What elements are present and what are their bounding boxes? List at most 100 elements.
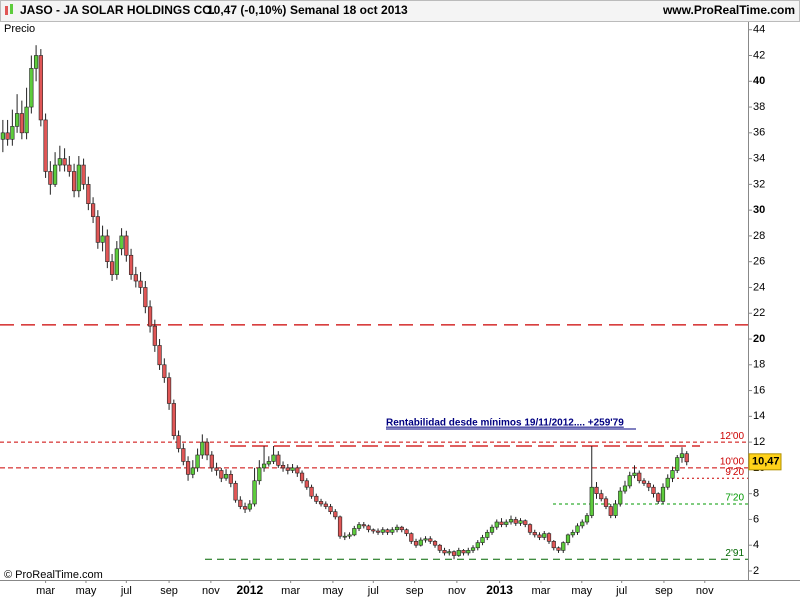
x-tick-label: nov	[448, 585, 466, 597]
candle-body	[280, 465, 286, 469]
candle-body	[632, 472, 637, 476]
candle-body	[228, 474, 233, 484]
x-tick-label: nov	[202, 585, 220, 597]
candle-body	[542, 533, 547, 538]
candle-body	[660, 486, 666, 502]
candle-body	[295, 467, 300, 474]
candle-body	[456, 550, 461, 556]
candle-body	[304, 480, 309, 488]
candle-body	[504, 521, 509, 525]
candle-body	[181, 448, 186, 462]
candle-body	[38, 55, 43, 121]
level-label: 7'20	[725, 493, 744, 504]
quote: 10,47 (-0,10%)	[207, 3, 286, 17]
y-axis-label: Precio	[4, 23, 35, 35]
candle-body	[489, 526, 495, 533]
candle-body	[565, 534, 571, 543]
candle-body	[485, 532, 490, 538]
y-tick-label: 2	[753, 565, 759, 577]
candle-body	[242, 506, 248, 510]
x-tick-label: nov	[696, 585, 714, 597]
copyright: © ProRealTime.com	[4, 569, 103, 581]
candle-body	[584, 515, 590, 523]
candle-body	[404, 529, 409, 534]
candle-body	[147, 306, 153, 327]
candle-body	[451, 551, 457, 556]
candle-body	[138, 280, 143, 288]
x-tick-label: sep	[406, 585, 424, 597]
candle-body	[105, 235, 110, 262]
y-tick-label: 8	[753, 488, 759, 500]
x-tick-label: mar	[531, 585, 550, 597]
candle-body	[461, 550, 466, 554]
y-tick-label: 30	[753, 204, 765, 216]
level-label: 9'20	[725, 467, 744, 478]
y-tick-label: 34	[753, 153, 765, 165]
candle-body	[613, 503, 618, 516]
candle-body	[670, 470, 675, 479]
candle-body	[352, 528, 357, 536]
candle-body	[266, 461, 271, 465]
candle-body	[238, 499, 243, 507]
candle-body	[556, 547, 561, 551]
date: 18 oct 2013	[343, 3, 408, 17]
candle-body	[337, 516, 343, 537]
candle-body	[442, 550, 447, 554]
candle-body	[646, 483, 651, 488]
candle-body	[209, 454, 214, 469]
ticker: JASO - JA SOLAR HOLDINGS CO.	[20, 3, 215, 17]
candle-body	[466, 550, 471, 554]
candle-body	[603, 498, 609, 507]
candle-body	[52, 164, 58, 185]
candle-body	[470, 547, 476, 551]
candle-body	[409, 533, 414, 542]
candle-body	[561, 542, 566, 551]
x-tick-label: jul	[615, 585, 627, 597]
candle-body	[656, 493, 661, 502]
candle-body	[532, 532, 537, 536]
candle-body	[86, 184, 91, 205]
candle-body	[29, 68, 34, 108]
header-icon	[5, 4, 13, 15]
candle-body	[575, 525, 580, 533]
y-tick-label: 6	[753, 513, 759, 525]
candle-body	[119, 235, 124, 250]
site: www.ProRealTime.com	[662, 3, 795, 17]
candle-body	[71, 171, 77, 192]
candle-body	[33, 55, 39, 69]
candle-body	[499, 521, 504, 525]
y-tick-label: 22	[753, 307, 765, 319]
candle-body	[413, 541, 419, 546]
y-tick-label: 40	[753, 75, 765, 87]
candle-body	[200, 441, 205, 456]
x-tick-label: 2012	[236, 583, 263, 597]
candle-body	[385, 529, 390, 533]
candle-body	[48, 171, 53, 185]
candle-body	[675, 457, 680, 471]
candle-body	[679, 453, 685, 458]
candle-body	[618, 490, 623, 505]
y-tick-label: 18	[753, 359, 765, 371]
y-tick-label: 44	[753, 24, 765, 36]
candle-body	[157, 345, 162, 366]
candle-body	[271, 454, 276, 462]
candle-body	[261, 463, 267, 469]
candle-body	[665, 477, 670, 488]
candle-body	[10, 126, 15, 140]
candle-body	[5, 132, 10, 140]
candle-body	[380, 529, 385, 533]
candle-body	[480, 537, 485, 543]
candle-body	[333, 511, 338, 518]
candle-body	[390, 529, 395, 533]
candle-body	[371, 529, 376, 532]
period: Semanal	[290, 3, 339, 17]
candle-body	[276, 454, 281, 466]
candle-body	[342, 535, 347, 538]
candle-body	[195, 454, 200, 469]
candle-body	[257, 467, 262, 482]
candle-body	[24, 106, 29, 134]
y-tick-label: 12	[753, 436, 765, 448]
candle-body	[100, 235, 105, 243]
